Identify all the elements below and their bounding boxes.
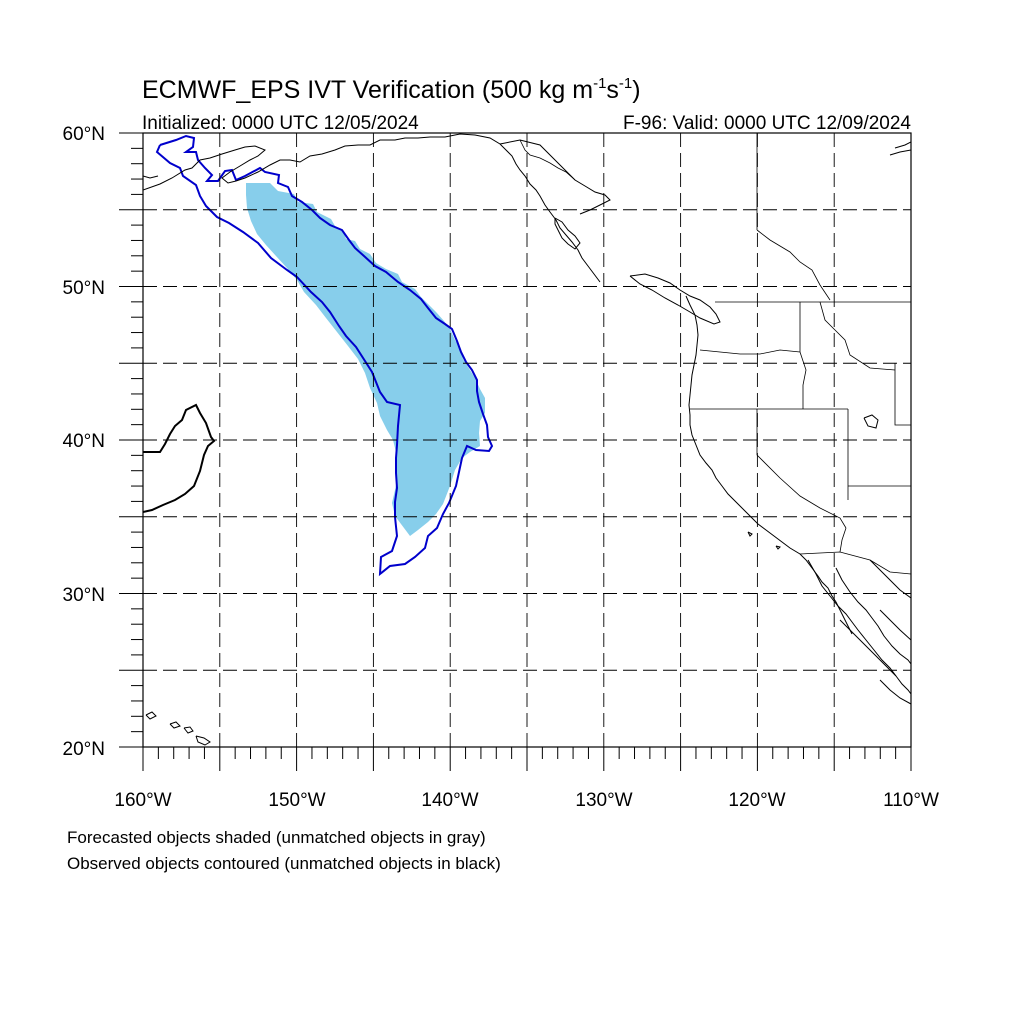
lon-label-140w: 140°W xyxy=(421,790,478,811)
lat-label-40n: 40°N xyxy=(63,431,105,452)
graticule xyxy=(143,133,911,747)
latitude-labels: 60°N 50°N 40°N 30°N 20°N xyxy=(63,124,105,760)
lat-label-50n: 50°N xyxy=(63,278,105,299)
legend-forecast-note: Forecasted objects shaded (unmatched obj… xyxy=(67,828,486,847)
valid-time-label: F-96: Valid: 0000 UTC 12/09/2024 xyxy=(623,113,911,134)
lon-label-160w: 160°W xyxy=(114,790,171,811)
lon-label-130w: 130°W xyxy=(575,790,632,811)
observed-object-matched xyxy=(155,134,494,577)
forecast-object-matched xyxy=(246,183,485,536)
lon-label-110w: 110°W xyxy=(883,790,939,811)
longitude-labels: 160°W 150°W 140°W 130°W 120°W 110°W xyxy=(114,790,939,811)
lat-label-20n: 20°N xyxy=(63,739,105,760)
axis-ticks xyxy=(119,132,912,771)
map-title: ECMWF_EPS IVT Verification (500 kg m-1s-… xyxy=(142,75,641,104)
map-area xyxy=(143,133,911,747)
lat-label-60n: 60°N xyxy=(63,124,105,145)
legend-observed-note: Observed objects contoured (unmatched ob… xyxy=(67,854,501,873)
lon-label-150w: 150°W xyxy=(268,790,325,811)
political-boundaries xyxy=(519,133,911,575)
lon-label-120w: 120°W xyxy=(728,790,785,811)
observed-object-unmatched xyxy=(143,403,216,513)
lat-label-30n: 30°N xyxy=(63,585,105,606)
coastlines xyxy=(143,133,911,746)
initialized-label: Initialized: 0000 UTC 12/05/2024 xyxy=(142,113,419,134)
